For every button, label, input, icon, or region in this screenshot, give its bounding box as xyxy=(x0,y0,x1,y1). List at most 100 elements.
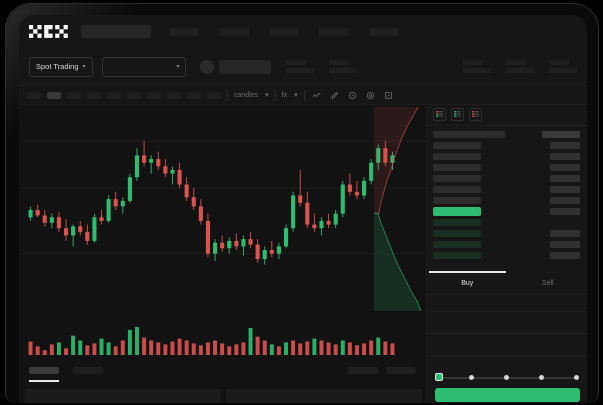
submit-order-button[interactable] xyxy=(435,388,580,402)
chevron-down-icon: ▾ xyxy=(82,64,86,70)
divider xyxy=(274,89,276,101)
orderbook-quantity xyxy=(550,230,580,237)
orderbook-asks-icon[interactable] xyxy=(469,108,482,121)
app-header xyxy=(19,15,587,48)
orderbook-row[interactable] xyxy=(427,228,587,239)
tab-sell[interactable]: Sell xyxy=(508,273,588,294)
nav-item[interactable] xyxy=(219,27,249,36)
slider-stop[interactable] xyxy=(539,375,544,380)
orders-actions xyxy=(348,367,416,374)
stat-value xyxy=(328,68,357,73)
orderbook-row[interactable] xyxy=(427,184,587,195)
stat-item xyxy=(506,60,534,73)
okx-logo[interactable] xyxy=(29,25,71,38)
stat-label xyxy=(463,60,483,65)
orders-box xyxy=(226,389,422,403)
amount-slider[interactable] xyxy=(435,373,580,382)
stat-label xyxy=(328,60,349,65)
orderbook-both-icon[interactable] xyxy=(433,108,446,121)
orderbook-row[interactable] xyxy=(427,162,587,173)
orderbook-price xyxy=(433,197,481,204)
orders-panel xyxy=(19,363,426,403)
slider-stop[interactable] xyxy=(574,375,579,380)
pencil-icon[interactable] xyxy=(329,90,340,101)
timeframe-button-active[interactable] xyxy=(47,91,61,99)
orderbook-row[interactable] xyxy=(427,217,587,228)
form-field-divider xyxy=(427,355,587,356)
magnet-icon[interactable] xyxy=(347,90,358,101)
candlestick-chart[interactable] xyxy=(19,105,426,313)
orderbook-quantity xyxy=(550,252,580,259)
orderbook-view-modes xyxy=(433,108,482,121)
pair-select[interactable]: ▾ xyxy=(101,56,186,77)
orderbook-quantity xyxy=(550,164,580,171)
chevron-down-icon[interactable]: ▾ xyxy=(294,92,298,99)
line-chart-icon[interactable] xyxy=(311,90,322,101)
orderbook-row[interactable] xyxy=(427,195,587,206)
divider xyxy=(303,89,305,101)
tab-order-history[interactable] xyxy=(73,367,103,374)
orderbook-price xyxy=(433,131,505,138)
orderbook-row[interactable] xyxy=(427,129,587,140)
stat-label xyxy=(549,60,569,65)
timeframe-button[interactable] xyxy=(187,91,201,99)
orders-action-button[interactable] xyxy=(386,367,416,374)
orderbook-row[interactable] xyxy=(427,239,587,250)
nav-item[interactable] xyxy=(369,27,399,36)
orders-tabs xyxy=(29,367,103,374)
trading-mode-select[interactable]: Spot Trading ▾ xyxy=(29,56,93,77)
candle-type-label[interactable]: candles xyxy=(234,91,259,99)
divider xyxy=(227,89,228,101)
timeframe-group xyxy=(27,91,221,99)
order-side-tabs: Buy Sell xyxy=(427,271,588,295)
timeframe-button[interactable] xyxy=(107,91,121,99)
stat-value xyxy=(463,68,491,73)
indicator-label[interactable]: fx xyxy=(281,91,288,99)
orderbook-price xyxy=(433,164,481,171)
fullscreen-icon[interactable] xyxy=(383,90,394,101)
tab-buy[interactable]: Buy xyxy=(427,271,508,294)
orderbook-bids-icon[interactable] xyxy=(451,108,464,121)
timeframe-button[interactable] xyxy=(167,91,181,99)
orderbook-row[interactable] xyxy=(427,140,587,151)
timeframe-button[interactable] xyxy=(87,91,101,99)
stat-value xyxy=(506,68,534,73)
orderbook-price xyxy=(433,219,481,226)
form-field-divider xyxy=(427,333,587,334)
orderbook-price xyxy=(433,241,481,248)
pair-bar: Spot Trading ▾ ▾ xyxy=(19,48,587,86)
timeframe-button[interactable] xyxy=(147,91,161,99)
orderbook-row[interactable] xyxy=(427,173,587,184)
header-title-placeholder xyxy=(81,25,151,38)
settings-icon[interactable] xyxy=(365,90,376,101)
orderbook-row[interactable] xyxy=(427,250,587,261)
chart-column xyxy=(19,105,426,403)
orderbook-current-price-row[interactable] xyxy=(427,206,587,217)
stat-label xyxy=(285,60,306,65)
slider-stop[interactable] xyxy=(469,375,474,380)
chevron-down-icon[interactable]: ▾ xyxy=(265,92,269,99)
nav-item[interactable] xyxy=(269,27,299,36)
orders-action-button[interactable] xyxy=(348,367,378,374)
timeframe-button[interactable] xyxy=(127,91,141,99)
app-screen: Spot Trading ▾ ▾ xyxy=(19,15,587,403)
stat-label xyxy=(506,60,526,65)
nav-item[interactable] xyxy=(169,27,199,36)
tab-open-orders[interactable] xyxy=(29,367,59,374)
timeframe-button[interactable] xyxy=(67,91,81,99)
stat-value xyxy=(285,68,314,73)
orderbook-row[interactable] xyxy=(427,151,587,162)
order-book-panel: Buy Sell xyxy=(426,105,587,403)
stat-item xyxy=(549,60,577,73)
stat-value xyxy=(549,68,577,73)
slider-handle[interactable] xyxy=(435,373,443,381)
timeframe-button[interactable] xyxy=(27,91,41,99)
timeframe-button[interactable] xyxy=(207,91,221,99)
orderbook-price xyxy=(433,153,481,160)
volume-histogram xyxy=(19,313,426,363)
orderbook-quantity xyxy=(550,186,580,193)
slider-stop[interactable] xyxy=(504,375,509,380)
orderbook-quantity xyxy=(550,142,580,149)
nav-item[interactable] xyxy=(319,27,349,36)
orderbook-quantity xyxy=(550,153,580,160)
